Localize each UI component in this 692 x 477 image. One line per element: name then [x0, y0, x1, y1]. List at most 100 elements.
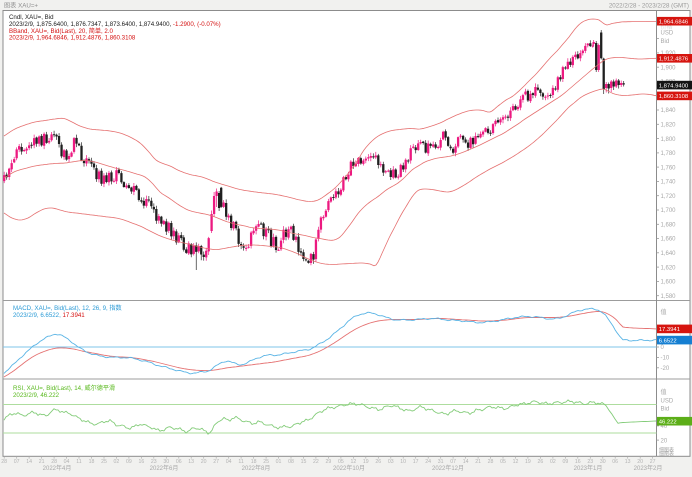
svg-text:27: 27 [213, 459, 219, 465]
svg-text:23: 23 [587, 459, 593, 465]
svg-text:2023/2/9, 46.222: 2023/2/9, 46.222 [13, 392, 60, 399]
svg-text:Bid: Bid [661, 39, 670, 45]
svg-text:28: 28 [51, 459, 57, 465]
svg-text:1,874.9400: 1,874.9400 [659, 83, 689, 89]
svg-text:29: 29 [326, 459, 332, 465]
svg-text:07: 07 [14, 459, 20, 465]
svg-text:21: 21 [475, 459, 481, 465]
svg-text:10: 10 [400, 459, 406, 465]
svg-text:14: 14 [463, 459, 469, 465]
svg-text:2022年6月: 2022年6月 [150, 464, 179, 472]
svg-text:25: 25 [101, 459, 107, 465]
svg-text:27: 27 [650, 459, 656, 465]
svg-text:26: 26 [375, 459, 381, 465]
svg-text:24: 24 [425, 459, 431, 465]
svg-text:2022年4月: 2022年4月 [43, 464, 72, 472]
svg-text:Bid: Bid [661, 407, 670, 413]
svg-text:1,760: 1,760 [661, 165, 677, 171]
svg-text:图表 XAU=+: 图表 XAU=+ [4, 2, 38, 10]
svg-text:2023/2/9, 6.6522, 17.3941: 2023/2/9, 6.6522, 17.3941 [13, 312, 85, 319]
svg-text:04: 04 [64, 459, 70, 465]
svg-text:21: 21 [39, 459, 45, 465]
svg-text:09: 09 [126, 459, 132, 465]
svg-text:05: 05 [500, 459, 506, 465]
svg-text:28: 28 [488, 459, 494, 465]
svg-text:1,740: 1,740 [661, 180, 677, 186]
svg-text:1,912.4876: 1,912.4876 [659, 57, 689, 63]
svg-text:16: 16 [139, 459, 145, 465]
svg-text:6.6522: 6.6522 [659, 338, 677, 344]
svg-text:01: 01 [276, 459, 282, 465]
svg-text:1,660: 1,660 [661, 237, 677, 243]
svg-text:22: 22 [313, 459, 319, 465]
svg-text:05: 05 [338, 459, 344, 465]
svg-text:23: 23 [151, 459, 157, 465]
svg-text:11: 11 [76, 459, 81, 465]
svg-text:14: 14 [26, 459, 32, 465]
svg-text:19: 19 [525, 459, 531, 465]
svg-text:02: 02 [114, 459, 120, 465]
svg-text:1,860.3108: 1,860.3108 [659, 94, 689, 100]
svg-text:细图表: 细图表 [659, 446, 674, 453]
svg-text:20: 20 [201, 459, 207, 465]
svg-text:13: 13 [188, 459, 194, 465]
svg-text:12: 12 [351, 459, 357, 465]
svg-text:1,640: 1,640 [661, 251, 677, 257]
svg-text:20: 20 [637, 459, 643, 465]
svg-text:2023/2/9, 1,964.6846, 1,912.48: 2023/2/9, 1,964.6846, 1,912.4876, 1,860.… [9, 35, 136, 42]
svg-text:1,680: 1,680 [661, 223, 677, 229]
svg-text:BBand, XAU=, Bid(Last), 20, 简单: BBand, XAU=, Bid(Last), 20, 简单, 2.0 [9, 27, 114, 35]
svg-text:1,620: 1,620 [661, 265, 677, 271]
svg-text:07: 07 [450, 459, 456, 465]
svg-text:2022年8月: 2022年8月 [242, 464, 271, 472]
svg-text:1,964.6846: 1,964.6846 [659, 20, 689, 26]
svg-text:19: 19 [363, 459, 369, 465]
svg-text:31: 31 [438, 459, 444, 465]
svg-text:1,840: 1,840 [661, 108, 677, 114]
svg-text:18: 18 [251, 459, 257, 465]
svg-text:1,600: 1,600 [661, 280, 677, 286]
svg-text:26: 26 [538, 459, 544, 465]
svg-text:USD: USD [661, 399, 674, 405]
svg-text:20: 20 [661, 438, 668, 444]
svg-text:-20: -20 [661, 366, 670, 372]
svg-text:30: 30 [600, 459, 606, 465]
svg-text:2022/2/28 - 2023/2/28 (GMT): 2022/2/28 - 2023/2/28 (GMT) [609, 3, 689, 10]
svg-text:2023年2月: 2023年2月 [634, 464, 663, 472]
svg-text:18: 18 [89, 459, 95, 465]
svg-text:RSI, XAU=, Bid(Last), 14, 威尔德平: RSI, XAU=, Bid(Last), 14, 威尔德平滑 [13, 384, 115, 392]
svg-text:17: 17 [413, 459, 419, 465]
svg-text:08: 08 [288, 459, 294, 465]
svg-text:值: 值 [661, 308, 667, 316]
svg-text:04: 04 [226, 459, 232, 465]
svg-text:Cndl, XAU=, Bid: Cndl, XAU=, Bid [9, 14, 54, 21]
svg-text:MACD, XAU=, Bid(Last), 12, 26,: MACD, XAU=, Bid(Last), 12, 26, 9, 指数 [13, 304, 122, 312]
svg-text:2022年10月: 2022年10月 [333, 464, 365, 472]
svg-text:30: 30 [163, 459, 169, 465]
svg-text:40: 40 [661, 424, 668, 430]
svg-text:1,780: 1,780 [661, 151, 677, 157]
svg-text:价格: 价格 [661, 23, 673, 31]
svg-text:12: 12 [513, 459, 519, 465]
svg-text:USD: USD [661, 31, 674, 37]
svg-text:16: 16 [575, 459, 581, 465]
svg-text:28: 28 [1, 459, 7, 465]
svg-text:值: 值 [661, 388, 667, 396]
svg-text:17.3941: 17.3941 [659, 327, 680, 333]
svg-text:2022年12月: 2022年12月 [432, 464, 464, 472]
svg-text:1,700: 1,700 [661, 208, 677, 214]
svg-text:06: 06 [176, 459, 182, 465]
svg-text:2023年1月: 2023年1月 [574, 464, 603, 472]
svg-text:1,580: 1,580 [661, 294, 677, 300]
svg-text:25: 25 [263, 459, 269, 465]
svg-text:13: 13 [625, 459, 631, 465]
svg-text:1,720: 1,720 [661, 194, 677, 200]
svg-text:1,900: 1,900 [661, 65, 677, 71]
svg-text:1,800: 1,800 [661, 137, 677, 143]
svg-text:03: 03 [388, 459, 394, 465]
svg-text:15: 15 [301, 459, 307, 465]
svg-text:-10: -10 [661, 356, 670, 362]
svg-text:02: 02 [550, 459, 556, 465]
svg-text:09: 09 [563, 459, 569, 465]
svg-text:2023/2/9, 1,875.6400, 1,876.73: 2023/2/9, 1,875.6400, 1,876.7347, 1,873.… [9, 21, 221, 28]
